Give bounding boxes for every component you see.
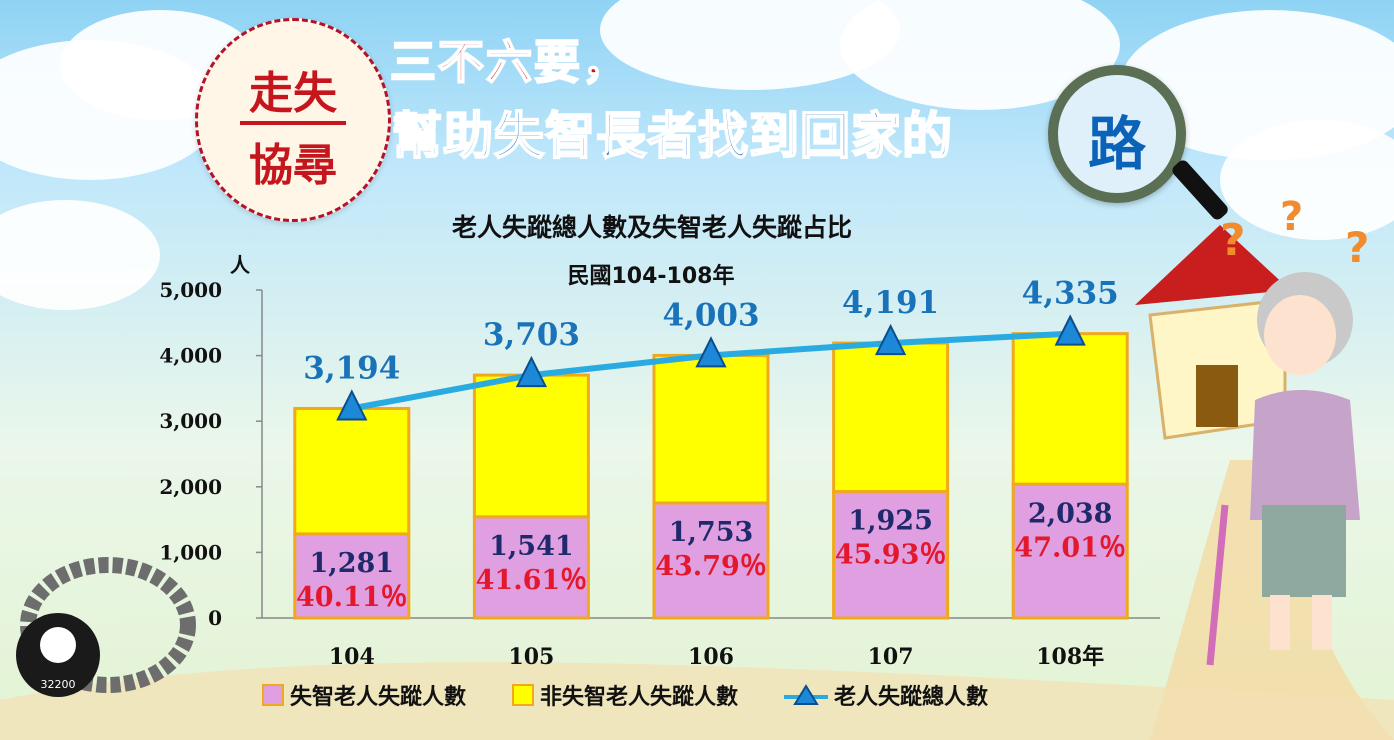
legend-item-dementia: 失智老人失蹤人數 xyxy=(262,679,466,711)
bar-non-dementia xyxy=(293,406,411,536)
bar-dementia xyxy=(472,515,590,620)
x-tick-label: 105 xyxy=(508,644,554,670)
total-marker xyxy=(515,355,548,388)
dementia-percent-label: 41.61％ xyxy=(476,565,588,596)
x-tick-label: 108年 xyxy=(1036,644,1104,670)
total-label: 4,191 xyxy=(842,285,939,321)
legend-swatch-dementia xyxy=(262,684,284,706)
total-marker xyxy=(336,389,368,421)
x-tick-label: 106 xyxy=(688,644,734,670)
total-marker xyxy=(695,336,727,368)
bar-dementia xyxy=(293,532,411,620)
badge-top-text: 走失 xyxy=(249,68,337,119)
svg-text:?: ? xyxy=(1280,194,1303,240)
dementia-count-label: 1,925 xyxy=(848,506,933,537)
y-tick-label: 4,000 xyxy=(159,344,222,368)
bar-non-dementia xyxy=(1011,332,1129,486)
x-tick-label: 107 xyxy=(868,644,914,670)
total-label: 4,335 xyxy=(1022,276,1119,312)
svg-text:?: ? xyxy=(1220,215,1246,266)
dementia-percent-label: 40.11％ xyxy=(296,582,408,613)
dementia-count-label: 1,753 xyxy=(669,517,754,548)
ground-path xyxy=(0,662,1394,740)
y-tick-label: 2,000 xyxy=(159,475,222,499)
badge: 走失 協尋 xyxy=(195,18,391,222)
legend-item-total: 老人失蹤總人數 xyxy=(784,679,988,711)
cloud xyxy=(1220,120,1394,240)
y-tick-label: 0 xyxy=(208,606,222,630)
legend-label-total: 老人失蹤總人數 xyxy=(834,685,989,710)
elderly-woman-icon xyxy=(1206,272,1360,666)
total-marker xyxy=(874,323,907,356)
total-label: 3,194 xyxy=(303,350,400,386)
magnifier-char: 路 xyxy=(1087,110,1146,178)
total-label: 3,703 xyxy=(483,317,580,353)
legend-line-triangle-icon xyxy=(784,684,829,705)
legend-label-dementia: 失智老人失蹤人數 xyxy=(290,685,467,710)
legend-item-non-dementia: 非失智老人失蹤人數 xyxy=(512,679,738,711)
magnifier-icon: 路 xyxy=(1048,65,1186,203)
bracelet-text: 32200 xyxy=(41,678,76,691)
total-marker xyxy=(1054,314,1086,346)
cloud xyxy=(0,200,160,310)
bar-non-dementia xyxy=(652,353,770,505)
dementia-count-label: 2,038 xyxy=(1028,498,1113,529)
legend-swatch-non-dementia xyxy=(512,684,535,706)
dementia-percent-label: 45.93％ xyxy=(835,540,947,571)
bar-dementia xyxy=(832,490,950,620)
legend-label-non-dementia: 非失智老人失蹤人數 xyxy=(540,685,739,710)
bracelet-icon: 32200 xyxy=(16,557,196,697)
legend: 失智老人失蹤人數 非失智老人失蹤人數 老人失蹤總人數 xyxy=(262,679,988,711)
dementia-count-label: 1,281 xyxy=(310,548,395,579)
svg-text:?: ? xyxy=(1345,223,1369,272)
chart-subtitle: 民國104-108年 xyxy=(567,264,735,289)
headline-line2: 幫助失智長者找到回家的 xyxy=(391,106,953,166)
bar-dementia xyxy=(1011,482,1129,620)
bar-non-dementia xyxy=(832,341,950,494)
badge-bottom-text: 協尋 xyxy=(249,140,337,191)
dementia-count-label: 1,541 xyxy=(489,531,574,562)
headline-line1: 三不六要， xyxy=(389,34,630,90)
dementia-percent-label: 43.79％ xyxy=(655,551,767,582)
y-tick-label: 5,000 xyxy=(159,278,222,302)
house-icon xyxy=(1135,225,1290,440)
badge-divider xyxy=(240,121,346,125)
dementia-percent-label: 47.01％ xyxy=(1014,532,1126,563)
x-tick-label: 104 xyxy=(329,644,375,670)
bar-dementia xyxy=(652,501,770,620)
y-tick-label: 3,000 xyxy=(159,409,222,433)
chart-title: 老人失蹤總人數及失智老人失蹤占比 xyxy=(451,213,852,242)
y-axis-unit-label: 人 xyxy=(230,253,251,277)
question-marks-icon: ? ? ? xyxy=(1220,194,1369,272)
total-label: 4,003 xyxy=(662,297,759,333)
bar-non-dementia xyxy=(472,373,590,519)
y-tick-label: 1,000 xyxy=(159,540,222,564)
